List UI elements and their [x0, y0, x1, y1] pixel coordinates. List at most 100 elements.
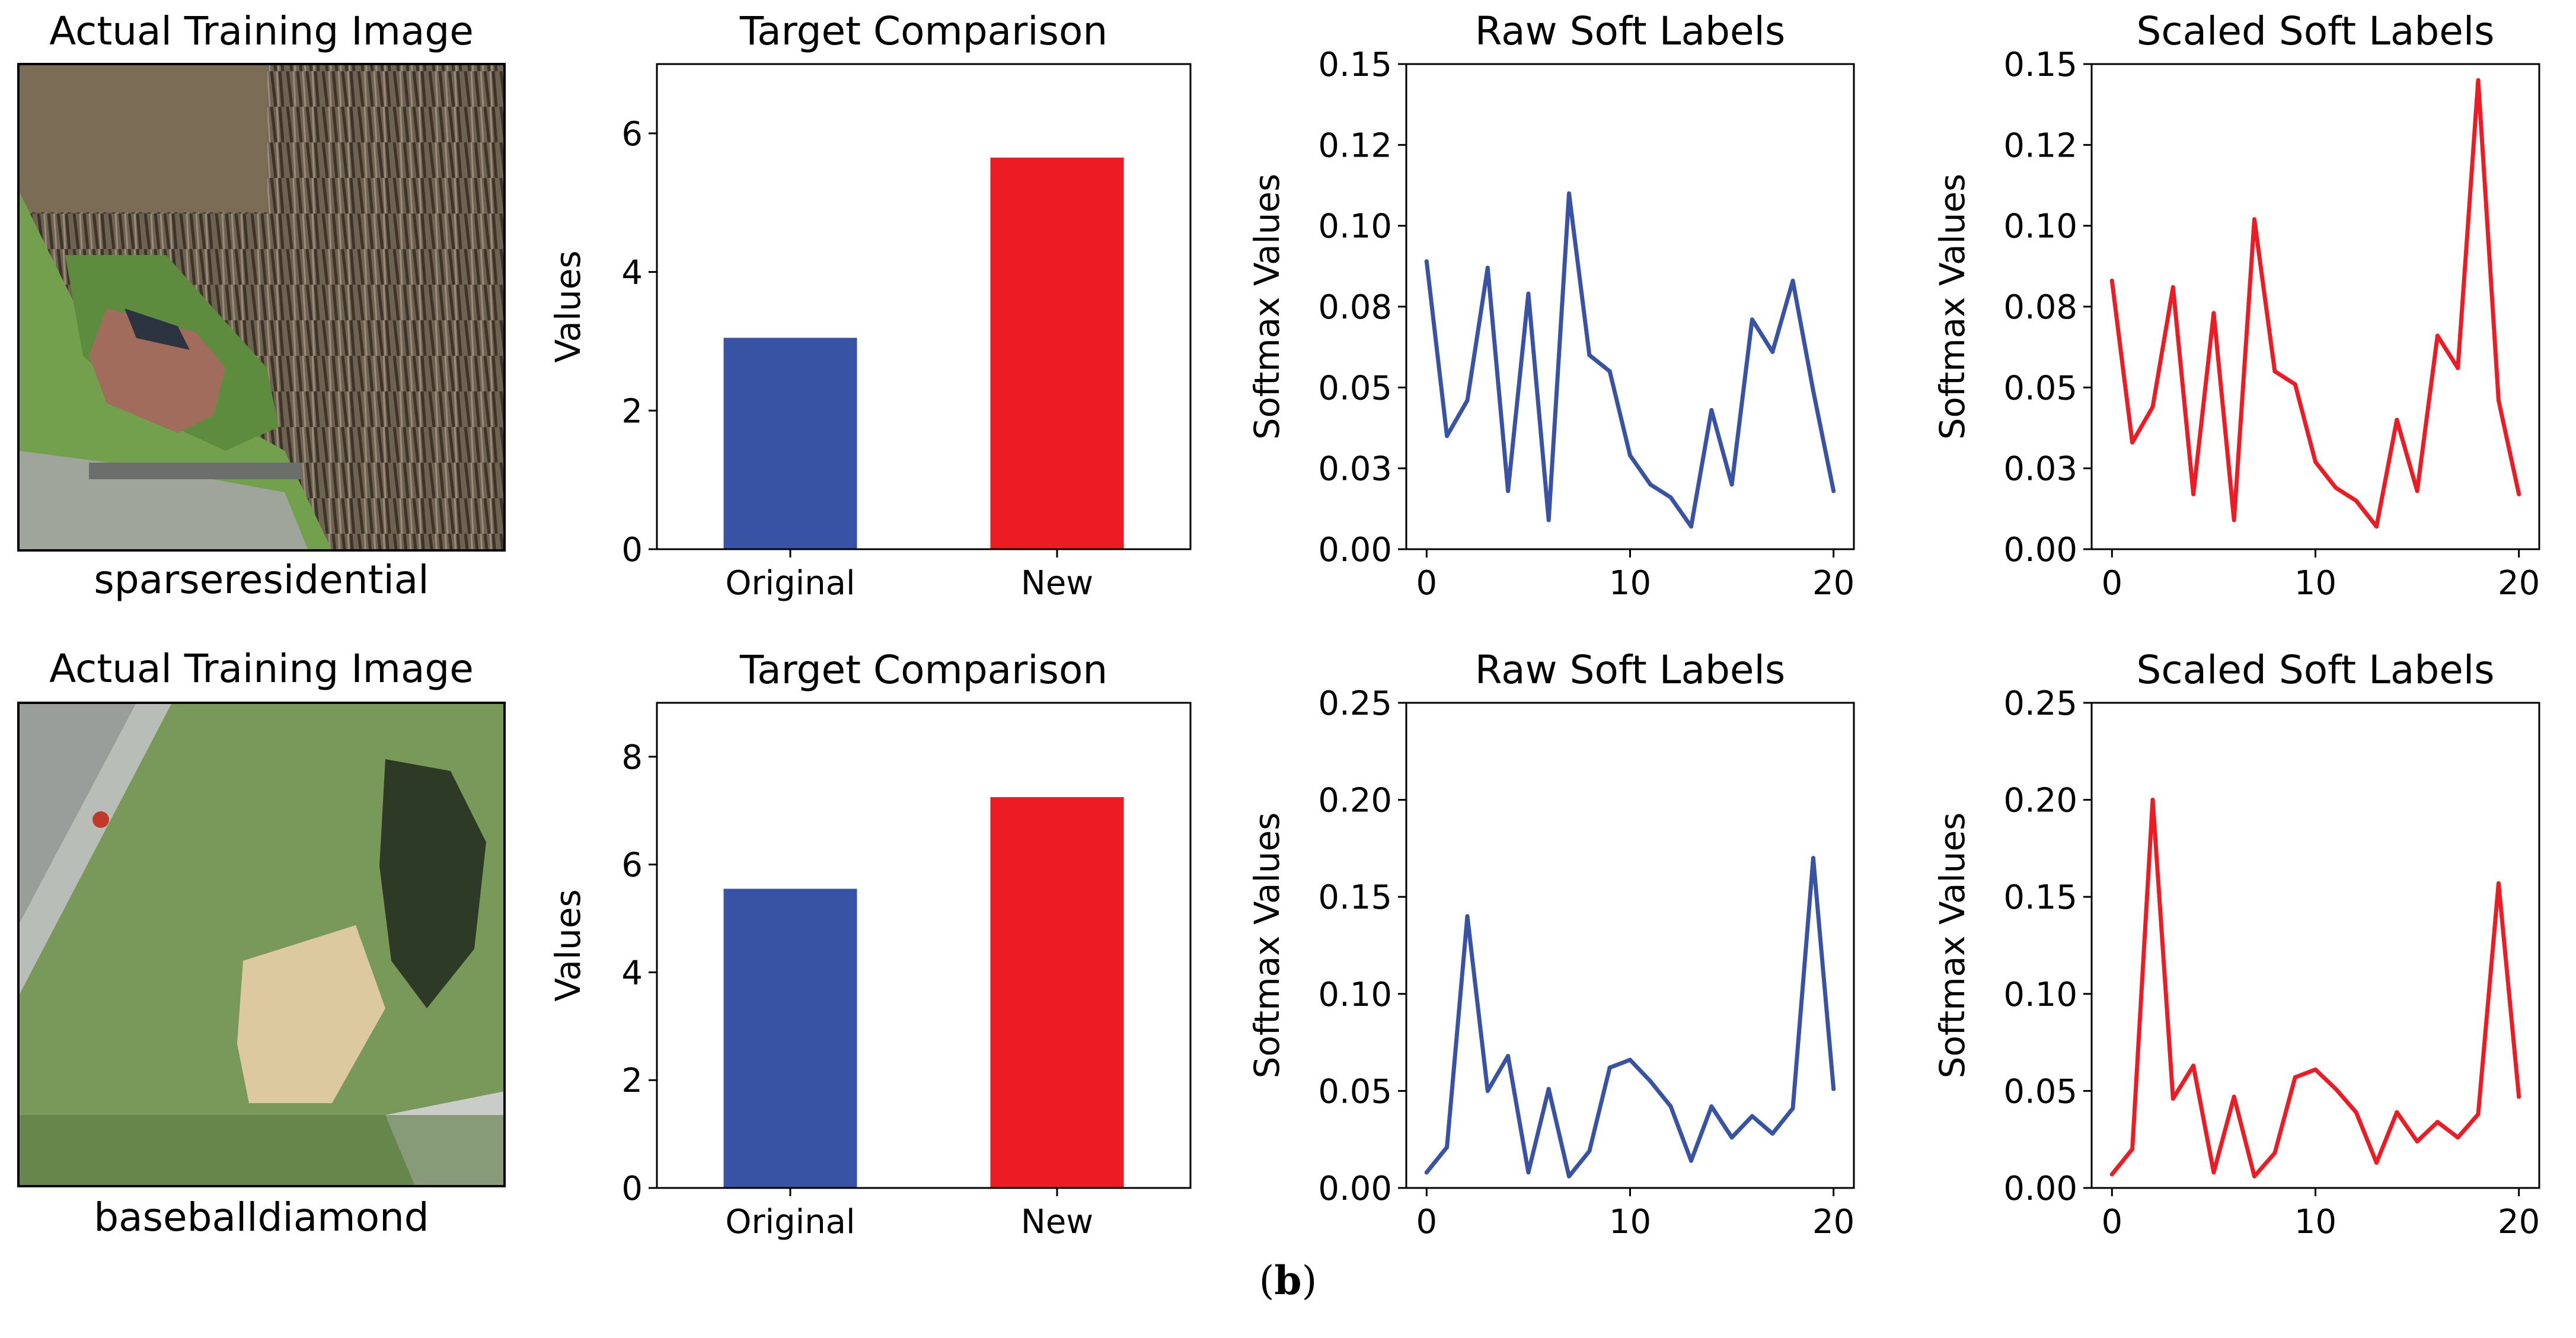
y-tick-label: 0.12: [1318, 126, 1392, 165]
y-tick-label: 0.15: [2003, 46, 2077, 84]
data-point: [2150, 798, 2155, 802]
data-point: [2435, 333, 2440, 338]
data-point: [1526, 1170, 1531, 1175]
data-point: [2354, 498, 2358, 503]
y-tick-label: 2: [621, 392, 643, 431]
data-point: [2293, 382, 2297, 387]
data-point: [2496, 881, 2501, 885]
y-axis-label: Softmax Values: [1247, 174, 1287, 440]
x-tick-label: 10: [1609, 1203, 1651, 1241]
y-tick-label: 0.00: [1318, 531, 1392, 569]
y-tick-label: 0.25: [1318, 684, 1392, 723]
y-tick-label: 0.05: [2003, 369, 2077, 407]
data-point: [2354, 1110, 2358, 1114]
chart-title: Scaled Soft Labels: [2136, 8, 2494, 54]
y-tick-label: 0.20: [2003, 782, 2077, 820]
x-tick-label: Original: [725, 564, 855, 603]
data-point: [1668, 495, 1673, 500]
y-tick-label: 0.25: [2003, 684, 2077, 723]
y-tick-label: 0.05: [1318, 1072, 1392, 1111]
data-point: [1729, 482, 1734, 487]
data-point: [1688, 524, 1693, 529]
chart-title: Raw Soft Labels: [1475, 8, 1785, 54]
data-point: [1729, 1135, 1734, 1140]
data-point: [2517, 492, 2521, 496]
data-point: [2293, 1075, 2297, 1079]
chart-title: Raw Soft Labels: [1475, 647, 1785, 693]
y-tick-label: 0.03: [2003, 450, 2077, 489]
data-point: [1546, 518, 1551, 523]
plot-frame: [1405, 702, 1855, 1189]
y-tick-label: 0.15: [2003, 878, 2077, 917]
data-point: [2211, 311, 2216, 316]
series-line: [1424, 856, 1836, 1178]
data-point: [1750, 1114, 1754, 1119]
data-point: [1445, 434, 1450, 438]
data-point: [2109, 278, 2114, 283]
chart-title: Scaled Soft Labels: [2136, 647, 2494, 693]
image-title-row1: Actual Training Image: [49, 8, 474, 54]
y-tick-label: 0.08: [2003, 288, 2077, 327]
data-point: [1790, 278, 1795, 283]
x-tick-label: 0: [2101, 1203, 2122, 1241]
data-point: [2170, 1096, 2175, 1101]
data-point: [1709, 1104, 1714, 1109]
chart-r1-c2: Raw Soft Labels Softmax Values 0.00 0.03 0.0…: [1247, 8, 1855, 603]
y-tick-label: 0.20: [1318, 782, 1392, 820]
data-point: [1648, 482, 1653, 487]
chart-r2-c2: Raw Soft Labels Softmax Values 0.00 0.05 0.1…: [1247, 647, 1855, 1241]
y-tick-label: 0.15: [1318, 878, 1392, 917]
series-line: [2109, 798, 2521, 1178]
data-point: [1567, 191, 1572, 196]
data-point: [2476, 1112, 2481, 1117]
data-point: [1628, 1057, 1632, 1062]
chart-title: Target Comparison: [739, 8, 1107, 54]
data-point: [1811, 856, 1815, 861]
data-point: [2313, 1067, 2318, 1072]
plot-frame: [656, 702, 1192, 1189]
data-point: [1567, 1174, 1572, 1178]
data-point: [2374, 1160, 2379, 1165]
chart-r2-c1: Target Comparison Values 0 2 4 6 8 Original New: [548, 647, 1192, 1241]
x-tick-label: 10: [2294, 1203, 2336, 1241]
y-tick-label: 6: [621, 115, 643, 154]
image-frame-row1: [17, 63, 506, 552]
y-axis-label: Softmax Values: [1932, 813, 1972, 1079]
x-tick-label: 10: [2294, 564, 2336, 603]
data-point: [2272, 1151, 2277, 1155]
data-point: [1688, 1158, 1693, 1163]
charts-group: Target Comparison Values 0 2 4 6 Original New Ra…: [548, 8, 2540, 1241]
data-point: [2150, 404, 2155, 409]
y-tick-label: 4: [621, 954, 643, 992]
data-point: [2191, 1063, 2196, 1068]
data-point: [2130, 1147, 2135, 1152]
data-point: [1628, 453, 1632, 458]
data-point: [1607, 1065, 1612, 1070]
data-point: [2435, 1120, 2440, 1124]
y-tick-label: 0.03: [1318, 450, 1392, 489]
y-axis-label: Softmax Values: [1247, 813, 1287, 1079]
bar: [723, 337, 857, 549]
data-point: [2232, 518, 2236, 523]
y-tick-label: 6: [621, 846, 643, 885]
x-tick-label: 20: [2498, 564, 2540, 603]
data-point: [1506, 489, 1511, 493]
plot-frame: [656, 63, 1192, 550]
data-point: [2395, 418, 2399, 422]
y-tick-label: 0.05: [1318, 369, 1392, 407]
x-tick-label: New: [1021, 564, 1093, 603]
data-point: [2109, 1172, 2114, 1177]
x-tick-label: 0: [1416, 564, 1437, 603]
data-point: [2252, 217, 2257, 222]
data-point: [2272, 369, 2277, 374]
data-point: [1709, 408, 1714, 413]
data-point: [1424, 1170, 1429, 1175]
data-point: [2415, 489, 2419, 493]
data-point: [1485, 266, 1490, 270]
y-tick-label: 0.00: [1318, 1170, 1392, 1208]
image-label-row1: sparseresidential: [94, 557, 429, 603]
data-point: [1770, 1131, 1775, 1136]
data-point: [2252, 1174, 2257, 1178]
y-tick-label: 0.05: [2003, 1072, 2077, 1111]
bar: [990, 157, 1124, 549]
